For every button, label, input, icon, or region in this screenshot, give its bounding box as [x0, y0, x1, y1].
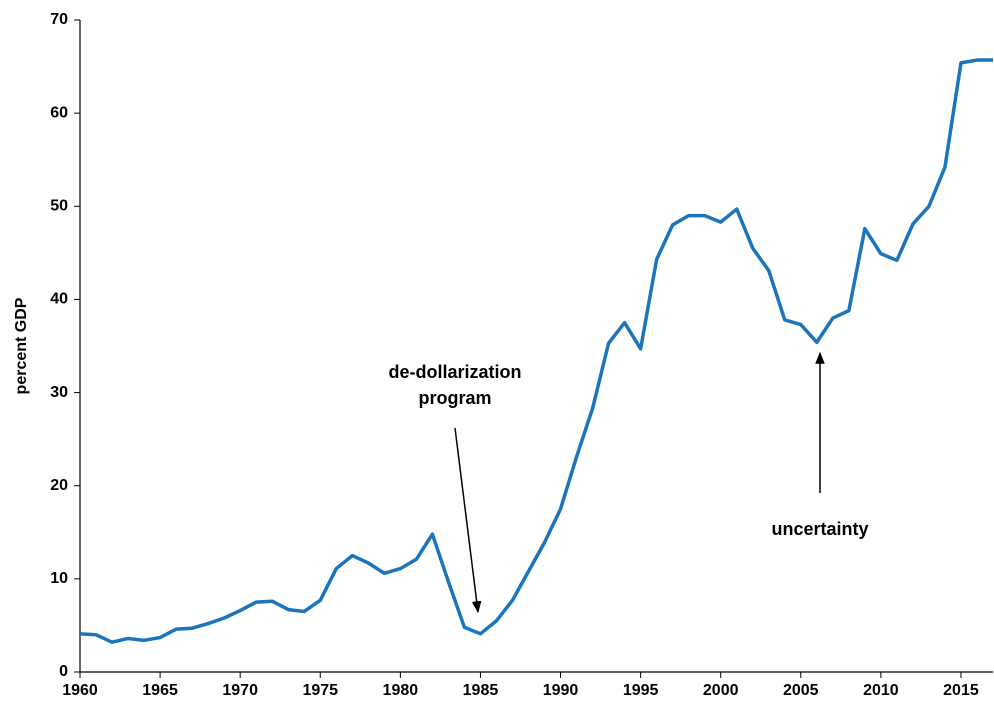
y-tick-label: 20 — [50, 477, 68, 494]
x-tick-label: 1965 — [142, 682, 178, 699]
x-tick-label: 1995 — [623, 682, 659, 699]
x-tick-label: 1990 — [543, 682, 579, 699]
x-tick-label: 2015 — [943, 682, 979, 699]
x-tick-label: 2010 — [863, 682, 899, 699]
y-tick-label: 40 — [50, 291, 68, 308]
y-axis-label: percent GDP — [13, 297, 30, 394]
x-tick-label: 1980 — [383, 682, 419, 699]
y-tick-label: 0 — [59, 663, 68, 680]
data-line — [79, 58, 993, 644]
x-tick-label: 1960 — [62, 682, 98, 699]
x-tick-label: 1985 — [463, 682, 499, 699]
y-tick-label: 30 — [50, 384, 68, 401]
x-tick-label: 2000 — [703, 682, 739, 699]
annotation-arrow — [454, 427, 482, 614]
y-tick-label: 10 — [50, 570, 68, 587]
y-tick-label: 50 — [50, 198, 68, 215]
annotation-text: uncertainty — [771, 519, 868, 539]
x-tick-label: 2005 — [783, 682, 819, 699]
y-tick-label: 60 — [50, 104, 68, 121]
annotation-text: de-dollarization — [388, 362, 521, 382]
x-tick-label: 1975 — [302, 682, 338, 699]
y-tick-label: 70 — [50, 11, 68, 28]
annotation-text: program — [418, 388, 491, 408]
x-tick-label: 1970 — [222, 682, 258, 699]
